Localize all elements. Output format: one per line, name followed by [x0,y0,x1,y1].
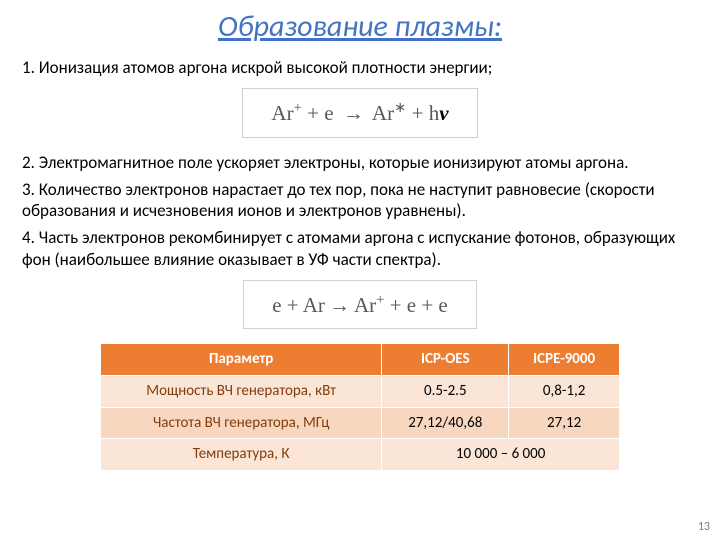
eq1-ar-sup: + [294,100,302,116]
eq2-p8: + [416,293,438,317]
cell-value: 0,8-1,2 [509,375,620,407]
page-number: 13 [698,520,710,534]
paragraph-2: 2. Электромагнитное поле ускоряет электр… [22,152,698,173]
eq2-p0: e [272,293,281,317]
eq2-p4: Ar [354,293,376,317]
cell-param: Мощность ВЧ генератора, кВт [101,375,382,407]
page-title: Образование плазмы: [0,0,720,45]
parameters-table-wrap: Параметр ICP-OES ICPE-9000 Мощность ВЧ г… [100,343,620,471]
body-content: 1. Ионизация атомов аргона искрой высоко… [0,45,720,471]
eq2-p6: + [384,293,406,317]
cell-value-merged: 10 000 – 6 000 [382,439,620,471]
cell-value: 27,12 [509,407,620,439]
paragraph-3: 3. Количество электронов нарастает до те… [22,179,698,222]
eq1-ar2-sup: ∗ [394,100,406,116]
eq1-e: e [324,101,333,125]
table-row: Мощность ВЧ генератора, кВт 0.5-2.5 0,8-… [101,375,620,407]
paragraph-4: 4. Часть электронов рекомбинирует с атом… [22,227,698,270]
equation-1: Ar+ + e → Ar∗ + hν [242,88,477,137]
eq2-p1: + [282,293,303,317]
table-header-row: Параметр ICP-OES ICPE-9000 [101,344,620,376]
eq1-nu: ν [439,101,448,125]
eq1-plus1: + [307,101,324,125]
eq1-ar: Ar [271,101,293,125]
eq2-p2: Ar [303,293,325,317]
eq1-plus2: + [412,101,429,125]
cell-value: 27,12/40,68 [382,407,509,439]
eq1-h: h [429,101,440,125]
equation-1-wrap: Ar+ + e → Ar∗ + hν [22,88,698,137]
col-header-icpe-9000: ICPE-9000 [509,344,620,376]
parameters-table: Параметр ICP-OES ICPE-9000 Мощность ВЧ г… [100,343,620,471]
equation-2-wrap: e + Ar → Ar+ + e + e [22,280,698,329]
table-row: Частота ВЧ генератора, МГц 27,12/40,68 2… [101,407,620,439]
arrow-icon: → [325,292,354,318]
cell-value: 0.5-2.5 [382,375,509,407]
table-row: Температура, К 10 000 – 6 000 [101,439,620,471]
paragraph-1: 1. Ионизация атомов аргона искрой высоко… [22,57,698,78]
eq2-p9: e [438,293,447,317]
col-header-parameter: Параметр [101,344,382,376]
eq1-ar2: Ar [372,101,394,125]
arrow-icon: → [339,100,368,126]
col-header-icp-oes: ICP-OES [382,344,509,376]
equation-2: e + Ar → Ar+ + e + e [243,280,477,329]
eq2-p7: e [407,293,416,317]
cell-param: Температура, К [101,439,382,471]
cell-param: Частота ВЧ генератора, МГц [101,407,382,439]
